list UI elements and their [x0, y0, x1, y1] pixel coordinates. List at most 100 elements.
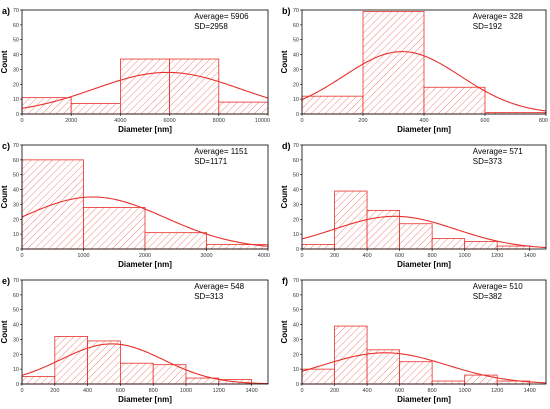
- y-tick-label: 0: [296, 112, 299, 118]
- x-tick-label: 200: [358, 118, 367, 124]
- x-tick-label: 4000: [258, 253, 270, 259]
- y-tick-label: 20: [13, 82, 19, 88]
- histogram-bar: [431, 238, 466, 250]
- y-tick-label: 30: [293, 337, 299, 343]
- x-tick-label: 200: [50, 388, 59, 394]
- y-axis-title: Count: [280, 320, 289, 343]
- average-label: Average= 1151: [194, 147, 248, 156]
- histogram-bar: [464, 374, 498, 385]
- histogram-bar: [70, 103, 121, 115]
- sd-label: SD=2958: [194, 22, 228, 31]
- y-tick-label: 20: [293, 352, 299, 358]
- x-tick-label: 0: [20, 253, 23, 259]
- histogram-bar: [423, 86, 486, 115]
- y-tick-label: 50: [293, 308, 299, 314]
- x-tick-label: 0: [300, 118, 303, 124]
- histogram-panel: a) 0 10 20 30 40 50 60 70 0 2000 4000 6000 8000 10000 D…: [0, 6, 270, 134]
- y-tick-label: 50: [13, 173, 19, 179]
- y-tick-label: 70: [13, 8, 19, 14]
- y-tick-label: 20: [13, 352, 19, 358]
- y-tick-label: 0: [16, 382, 19, 388]
- histogram-bar: [83, 206, 146, 250]
- histogram-bar: [366, 349, 401, 385]
- histogram-bar: [87, 340, 121, 385]
- x-tick-label: 1200: [491, 253, 503, 259]
- panel-label: b): [282, 6, 291, 16]
- y-tick-label: 60: [13, 158, 19, 164]
- panel-label: a): [2, 6, 10, 16]
- x-tick-label: 0: [300, 388, 303, 394]
- x-axis-title: Diameter [nm]: [118, 395, 172, 404]
- y-tick-label: 60: [293, 23, 299, 29]
- y-tick-label: 0: [16, 247, 19, 253]
- plot-frame: [301, 144, 547, 250]
- y-tick-label: 70: [293, 278, 299, 284]
- y-tick-label: 10: [293, 97, 299, 103]
- average-label: Average= 548: [194, 282, 244, 291]
- y-tick-label: 30: [13, 337, 19, 343]
- y-tick-label: 60: [13, 23, 19, 29]
- x-tick-label: 0: [20, 388, 23, 394]
- y-tick-label: 40: [13, 188, 19, 194]
- x-tick-label: 1000: [180, 388, 192, 394]
- y-axis-title: Count: [280, 50, 289, 73]
- x-tick-label: 3000: [200, 253, 212, 259]
- x-tick-label: 4000: [114, 118, 126, 124]
- histogram-bar: [144, 232, 207, 250]
- sd-label: SD=382: [473, 292, 503, 301]
- x-tick-label: 600: [395, 388, 404, 394]
- fit-curve: [21, 196, 269, 247]
- y-axis-title: Count: [0, 50, 9, 73]
- histogram-bar: [431, 380, 466, 385]
- histogram-bar: [496, 245, 531, 250]
- y-tick-label: 10: [293, 232, 299, 238]
- histogram-bar: [301, 368, 335, 385]
- y-tick-label: 60: [293, 293, 299, 299]
- x-tick-label: 1000: [459, 388, 471, 394]
- y-tick-label: 60: [13, 293, 19, 299]
- y-tick-label: 50: [293, 173, 299, 179]
- y-axis-title: Count: [0, 320, 9, 343]
- x-tick-label: 400: [419, 118, 428, 124]
- x-tick-label: 800: [149, 388, 158, 394]
- y-tick-label: 70: [13, 143, 19, 149]
- y-tick-label: 10: [13, 232, 19, 238]
- sd-label: SD=313: [194, 292, 224, 301]
- y-tick-label: 0: [16, 112, 19, 118]
- x-axis-title: Diameter [nm]: [397, 260, 451, 269]
- y-tick-label: 50: [13, 308, 19, 314]
- y-tick-label: 70: [293, 8, 299, 14]
- y-tick-label: 40: [13, 323, 19, 329]
- histogram-bar: [169, 58, 220, 115]
- histogram-bar: [21, 376, 56, 385]
- x-tick-label: 0: [300, 253, 303, 259]
- sd-label: SD=192: [473, 22, 503, 31]
- y-axis-title: Count: [0, 185, 9, 208]
- x-tick-label: 8000: [213, 118, 225, 124]
- histogram-panel: f) 0 10 20 30 40 50 60 70 0 200 400 600 800 1000 1200 14…: [280, 276, 547, 404]
- y-tick-label: 30: [13, 202, 19, 208]
- fit-curve: [301, 215, 547, 249]
- x-tick-label: 400: [83, 388, 92, 394]
- histogram-bar: [301, 244, 335, 250]
- x-tick-label: 10000: [255, 118, 270, 124]
- x-tick-label: 600: [116, 388, 125, 394]
- average-label: Average= 510: [473, 282, 523, 291]
- histogram-panel: e) 0 10 20 30 40 50 60 70 0 200 400 600 800 1000 1200 14…: [0, 276, 269, 404]
- x-tick-label: 200: [330, 253, 339, 259]
- x-tick-label: 600: [395, 253, 404, 259]
- x-tick-label: 6000: [163, 118, 175, 124]
- y-tick-label: 20: [293, 82, 299, 88]
- sd-label: SD=1171: [194, 157, 228, 166]
- y-tick-label: 40: [293, 53, 299, 59]
- average-label: Average= 328: [473, 12, 523, 21]
- plot-frame: [21, 279, 269, 385]
- histogram-bar: [464, 241, 498, 250]
- histogram-panel: d) 0 10 20 30 40 50 60 70 0 200 400 600 800 1000 1200 14…: [280, 141, 547, 269]
- y-tick-label: 60: [293, 158, 299, 164]
- fit-curve: [301, 352, 547, 384]
- average-label: Average= 571: [473, 147, 523, 156]
- x-tick-label: 1200: [491, 388, 503, 394]
- y-tick-label: 20: [13, 217, 19, 223]
